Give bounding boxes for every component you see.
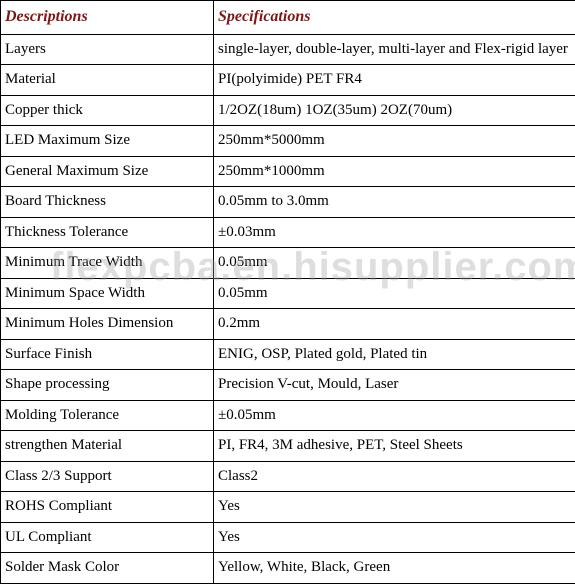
cell-spec: Yellow, White, Black, Green	[214, 553, 575, 584]
cell-desc: LED Maximum Size	[1, 126, 214, 157]
cell-desc: Copper thick	[1, 95, 214, 126]
table-row: strengthen MaterialPI, FR4, 3M adhesive,…	[1, 431, 575, 462]
cell-spec: 0.2mm	[214, 309, 575, 340]
header-specifications: Specifications	[214, 1, 575, 35]
cell-desc: UL Compliant	[1, 522, 214, 553]
cell-spec: ENIG, OSP, Plated gold, Plated tin	[214, 339, 575, 370]
table-row: Solder Mask ColorYellow, White, Black, G…	[1, 553, 575, 584]
cell-spec: 250mm*1000mm	[214, 156, 575, 187]
cell-desc: Surface Finish	[1, 339, 214, 370]
table-row: Shape processingPrecision V-cut, Mould, …	[1, 370, 575, 401]
cell-desc: Board Thickness	[1, 187, 214, 218]
table-row: Minimum Trace Width0.05mm	[1, 248, 575, 279]
cell-spec: Class2	[214, 461, 575, 492]
table-row: Thickness Tolerance±0.03mm	[1, 217, 575, 248]
table-row: Minimum Space Width0.05mm	[1, 278, 575, 309]
table-row: Layerssingle-layer, double-layer, multi-…	[1, 34, 575, 65]
cell-desc: Minimum Holes Dimension	[1, 309, 214, 340]
table-row: Surface FinishENIG, OSP, Plated gold, Pl…	[1, 339, 575, 370]
table-row: Copper thick1/2OZ(18um) 1OZ(35um) 2OZ(70…	[1, 95, 575, 126]
cell-desc: Layers	[1, 34, 214, 65]
cell-spec: 0.05mm	[214, 278, 575, 309]
table-row: ROHS CompliantYes	[1, 492, 575, 523]
cell-spec: Precision V-cut, Mould, Laser	[214, 370, 575, 401]
header-descriptions: Descriptions	[1, 1, 214, 35]
table-row: General Maximum Size250mm*1000mm	[1, 156, 575, 187]
cell-desc: strengthen Material	[1, 431, 214, 462]
table-header-row: Descriptions Specifications	[1, 1, 575, 35]
cell-desc: ROHS Compliant	[1, 492, 214, 523]
table-row: Board Thickness0.05mm to 3.0mm	[1, 187, 575, 218]
cell-desc: Thickness Tolerance	[1, 217, 214, 248]
table-row: Class 2/3 SupportClass2	[1, 461, 575, 492]
cell-spec: ±0.05mm	[214, 400, 575, 431]
cell-desc: Shape processing	[1, 370, 214, 401]
spec-table: Descriptions Specifications Layerssingle…	[0, 0, 575, 584]
table-row: Minimum Holes Dimension0.2mm	[1, 309, 575, 340]
cell-spec: Yes	[214, 492, 575, 523]
cell-desc: Molding Tolerance	[1, 400, 214, 431]
cell-desc: Class 2/3 Support	[1, 461, 214, 492]
table-body: Layerssingle-layer, double-layer, multi-…	[1, 34, 575, 583]
cell-spec: PI(polyimide) PET FR4	[214, 65, 575, 96]
cell-desc: Minimum Space Width	[1, 278, 214, 309]
cell-desc: Material	[1, 65, 214, 96]
table-row: Molding Tolerance±0.05mm	[1, 400, 575, 431]
cell-desc: Minimum Trace Width	[1, 248, 214, 279]
cell-spec: ±0.03mm	[214, 217, 575, 248]
table-row: MaterialPI(polyimide) PET FR4	[1, 65, 575, 96]
cell-spec: single-layer, double-layer, multi-layer …	[214, 34, 575, 65]
cell-spec: 1/2OZ(18um) 1OZ(35um) 2OZ(70um)	[214, 95, 575, 126]
cell-desc: Solder Mask Color	[1, 553, 214, 584]
cell-spec: Yes	[214, 522, 575, 553]
table-row: LED Maximum Size250mm*5000mm	[1, 126, 575, 157]
cell-spec: 250mm*5000mm	[214, 126, 575, 157]
cell-spec: 0.05mm to 3.0mm	[214, 187, 575, 218]
cell-spec: PI, FR4, 3M adhesive, PET, Steel Sheets	[214, 431, 575, 462]
cell-spec: 0.05mm	[214, 248, 575, 279]
cell-desc: General Maximum Size	[1, 156, 214, 187]
table-row: UL CompliantYes	[1, 522, 575, 553]
